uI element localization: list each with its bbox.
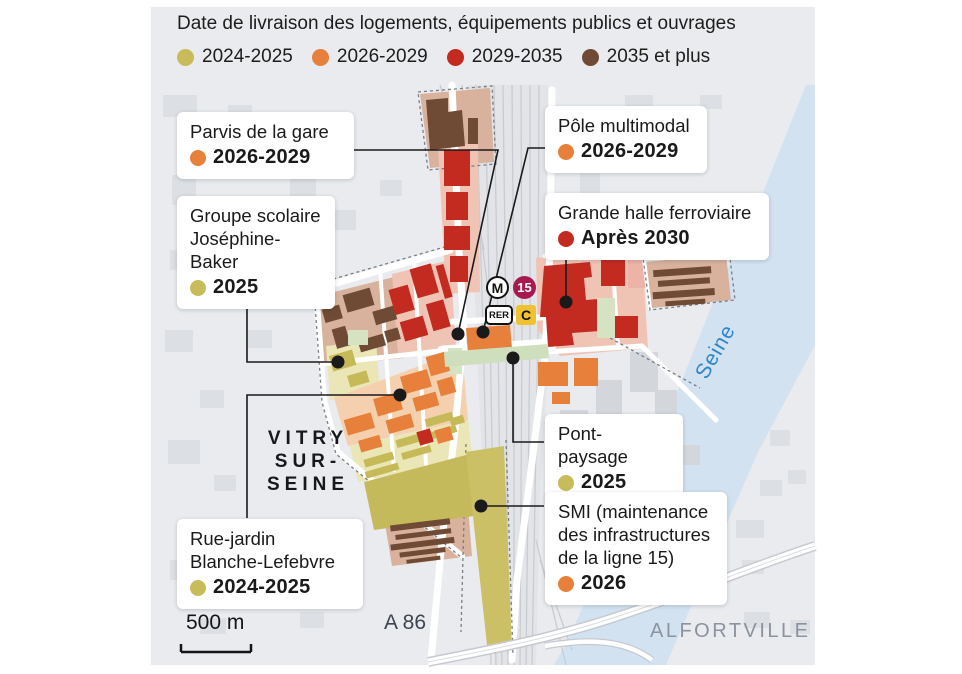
callout-title: Parvis de la gare [190, 121, 329, 142]
legend-label: 2035 et plus [606, 46, 711, 67]
metro-badge-icon: M [486, 276, 509, 299]
legend-dot [311, 48, 329, 66]
callout-dot [558, 575, 574, 592]
legend-label: 2024-2025 [202, 46, 293, 67]
callout-title: Pôle multimodal [558, 115, 690, 136]
callout-title: Groupe scolaire Joséphine-Baker [190, 205, 321, 272]
callout-rue-jardin: Rue-jardin Blanche-Lefebvre 2024-2025 [177, 519, 363, 609]
callout-date: 2025 [581, 471, 627, 493]
callout-title: Rue-jardin Blanche-Lefebvre [190, 528, 336, 572]
callout-dot [190, 149, 206, 166]
callout-dot [558, 474, 574, 491]
line-15-badge-icon: 15 [513, 276, 536, 299]
rer-badge-icon: RER [485, 305, 513, 325]
legend-item-2024-2025: 2024-2025 [177, 46, 293, 68]
callout-date: 2026-2029 [581, 140, 679, 162]
highway-a86 [427, 541, 817, 667]
scale-bar-label: 500 m [186, 611, 245, 634]
highway-label-a86: A 86 [384, 611, 427, 634]
city-label-vitry-sur-seine: VITRY SUR- SEINE [266, 428, 350, 495]
callout-lines [246, 147, 567, 518]
callout-date: 2025 [213, 276, 259, 298]
legend-item-2035-et-plus: 2035 et plus [581, 46, 711, 68]
callout-pont-paysage: Pont-paysage 2025 [545, 414, 683, 504]
callout-smi: SMI (maintenance des infrastructures de … [545, 492, 727, 605]
callout-dot [558, 230, 574, 247]
legend-item-2029-2035: 2029-2035 [446, 46, 563, 68]
callout-title: Pont-paysage [558, 423, 628, 467]
callout-dots [331, 295, 573, 513]
rer-c-badge-icon: C [516, 305, 536, 325]
development-buildings [321, 98, 715, 654]
city-label-alfortville: ALFORTVILLE [650, 620, 811, 642]
infographic-title: Date de livraison des logements, équipem… [177, 13, 736, 34]
callout-date: 2024-2025 [213, 576, 311, 598]
callout-pole-multimodal: Pôle multimodal 2026-2029 [545, 106, 707, 173]
callout-groupe-scolaire: Groupe scolaire Joséphine-Baker 2025 [177, 196, 335, 309]
scale-bar [179, 644, 253, 654]
legend-dot [581, 48, 599, 66]
callout-dot [190, 279, 206, 296]
callout-date: 2026 [581, 572, 627, 594]
callout-title: Grande halle ferroviaire [558, 202, 752, 223]
legend-dot [177, 48, 194, 66]
legend-item-2026-2029: 2026-2029 [311, 46, 428, 68]
callout-parvis-de-la-gare: Parvis de la gare 2026-2029 [177, 112, 354, 179]
callout-title: SMI (maintenance des infrastructures de … [558, 501, 711, 568]
legend: 2024-2025 2026-2029 2029-2035 2035 et pl… [177, 46, 710, 68]
callout-dot [558, 143, 574, 160]
legend-label: 2029-2035 [471, 46, 563, 67]
legend-label: 2026-2029 [336, 46, 428, 67]
legend-dot [446, 48, 464, 66]
callout-grande-halle: Grande halle ferroviaire Après 2030 [545, 193, 769, 260]
callout-date: Après 2030 [581, 227, 690, 249]
callout-date: 2026-2029 [213, 146, 311, 168]
callout-dot [190, 579, 206, 596]
